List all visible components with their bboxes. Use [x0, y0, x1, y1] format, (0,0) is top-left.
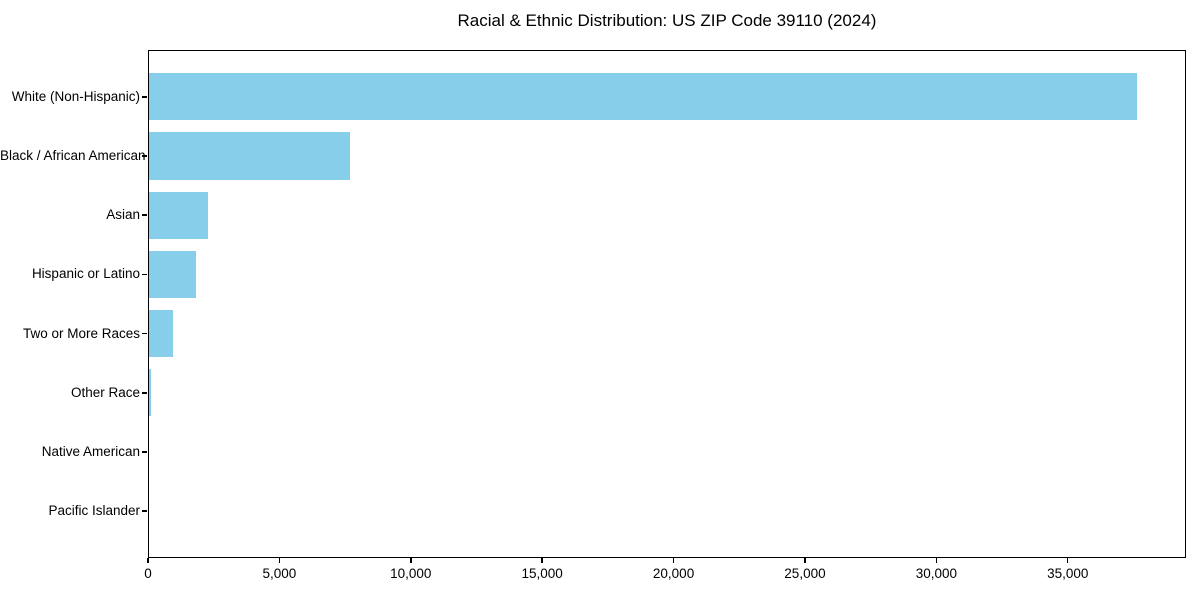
y-tick-mark [142, 273, 147, 276]
x-tick-label: 10,000 [390, 566, 432, 581]
y-tick-label: Hispanic or Latino [31, 266, 140, 282]
x-tick-mark [278, 558, 281, 563]
x-tick-mark [1066, 558, 1069, 563]
y-tick-label: Two or More Races [22, 325, 140, 341]
x-tick-label: 5,000 [262, 566, 297, 581]
x-tick-mark [147, 558, 149, 563]
y-tick-label: Asian [106, 207, 140, 223]
chart-title: Racial & Ethnic Distribution: US ZIP Cod… [457, 11, 877, 30]
bar [149, 73, 1137, 121]
bar [149, 250, 196, 299]
y-tick-mark [142, 451, 147, 453]
x-tick-label: 0 [144, 566, 152, 581]
x-tick-mark [541, 558, 543, 563]
y-tick-mark [142, 214, 147, 216]
y-tick-label: White (Non-Hispanic) [11, 88, 140, 104]
y-tick-mark [142, 392, 147, 394]
y-tick-mark [142, 155, 147, 157]
x-tick-label: 25,000 [784, 566, 826, 581]
bar [149, 369, 151, 417]
y-tick-label: Native American [41, 444, 140, 460]
bar [149, 132, 351, 180]
y-tick-label: Pacific Islander [48, 503, 140, 519]
plot-area [148, 50, 1186, 558]
bar [149, 309, 173, 358]
y-tick-mark [142, 96, 147, 98]
x-tick-label: 30,000 [915, 566, 957, 581]
y-tick-mark [142, 510, 147, 512]
y-tick-label: Black / African American [0, 147, 146, 163]
x-tick-label: 15,000 [521, 566, 563, 581]
bar [149, 191, 208, 239]
x-tick-mark [804, 558, 806, 563]
x-tick-mark [410, 558, 412, 563]
x-tick-label: 20,000 [652, 566, 695, 581]
x-tick-mark [935, 558, 938, 563]
x-tick-mark [672, 558, 675, 563]
y-tick-mark [142, 332, 147, 335]
y-tick-label: Other Race [70, 384, 140, 400]
x-tick-label: 35,000 [1047, 566, 1089, 581]
